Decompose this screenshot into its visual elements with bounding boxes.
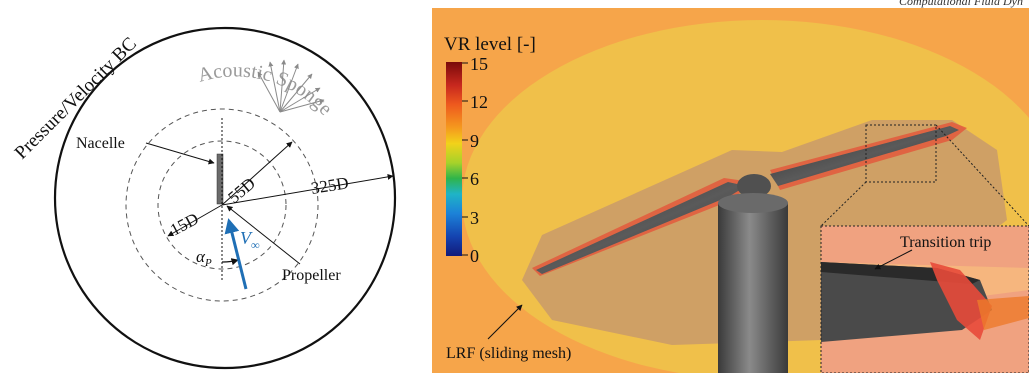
legend-tick: 15: [470, 54, 488, 74]
transition-trip-label: Transition trip: [900, 234, 991, 251]
legend-tick: 3: [470, 208, 479, 228]
velocity-arrow: [224, 218, 248, 290]
inset-panel: [821, 226, 1029, 373]
radius-line-55d: [221, 141, 293, 206]
sponge-boundary-circle: [125, 108, 319, 302]
propeller-label: Propeller: [282, 267, 341, 284]
radius-label-15d: 15D: [167, 209, 202, 240]
legend-colorbar: [446, 62, 462, 256]
nacelle-tower: [718, 203, 788, 373]
angle-label: αP: [196, 247, 212, 269]
blade-right: [770, 126, 959, 186]
legend-tick: 6: [470, 169, 479, 189]
legend-tick: 12: [470, 92, 488, 112]
blade-left: [536, 182, 746, 274]
refinement-circle: [157, 140, 287, 270]
legend-tick: 9: [470, 131, 479, 151]
lrf-label: LRF (sliding mesh): [446, 345, 571, 362]
radius-label-325d: 325D: [310, 173, 350, 198]
legend-title: VR level [-]: [444, 34, 536, 55]
vr-level-render: Transition trip LRF (sliding mesh) VR le…: [432, 8, 1029, 373]
inset-border: [820, 225, 1029, 373]
zoom-connector-right: [935, 124, 1029, 227]
legend-ticks: 15 12 9 6 3 0: [462, 54, 488, 266]
radius-line-325d: [221, 173, 394, 206]
nacelle-top: [718, 193, 788, 213]
legend-tick: 0: [470, 246, 479, 266]
sponge-label: Acoustic Sponge: [196, 59, 337, 119]
domain-schematic: Pressure/Velocity BC Acoustic Sponge Nac…: [11, 26, 397, 370]
velocity-label: V∞: [240, 228, 260, 252]
angle-arc: [221, 258, 239, 266]
sponge-radiation-arrows: [257, 59, 325, 113]
outer-boundary-circle: [53, 26, 397, 370]
zoom-box: [865, 124, 937, 183]
spinner: [737, 174, 771, 198]
nacelle-label: Nacelle: [76, 135, 125, 152]
transition-trip-arrow: [874, 249, 913, 270]
zoom-connector-left: [820, 181, 867, 227]
lrf-arrow: [487, 304, 523, 340]
header-fragment: Computational Fluid Dyn: [899, 0, 1023, 8]
nacelle-leader-line: [145, 142, 215, 165]
radius-line-15d: [167, 204, 223, 237]
propeller-leader-line: [226, 205, 301, 265]
nacelle-shape: [216, 153, 224, 205]
inset-tip-refine: [930, 262, 992, 340]
